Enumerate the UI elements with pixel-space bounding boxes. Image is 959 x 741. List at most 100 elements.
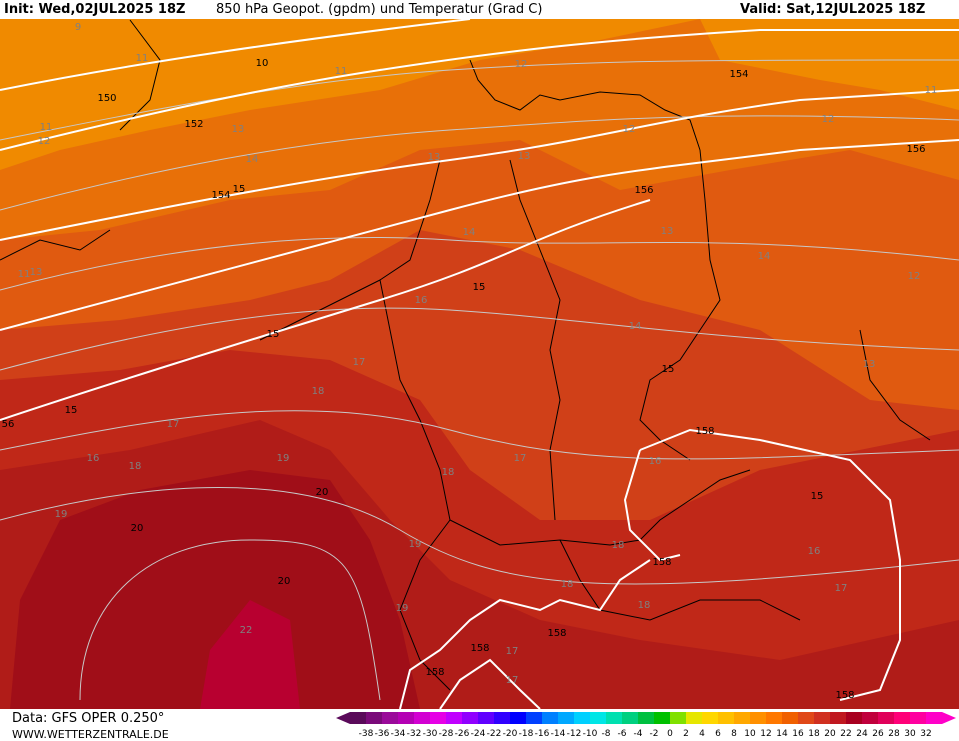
legend-swatch	[398, 712, 414, 724]
legend-tick-label: 2	[683, 729, 689, 739]
legend-swatch	[382, 712, 398, 724]
temperature-label: 12	[38, 136, 51, 147]
legend-tick-label: 4	[699, 729, 705, 739]
legend-swatch	[894, 712, 910, 724]
legend-swatch	[686, 712, 702, 724]
legend-tick-label: -32	[407, 729, 422, 739]
legend-tick-label: 26	[872, 729, 884, 739]
temperature-label: 12	[515, 59, 528, 70]
temperature-label: 13	[30, 267, 43, 278]
geopotential-isolines	[0, 19, 959, 709]
legend-tick-label: -10	[583, 729, 598, 739]
temperature-isolines	[0, 59, 959, 701]
geopotential-label: 156	[906, 144, 925, 155]
temperature-label: 17	[167, 419, 180, 430]
temperature-label: 19	[409, 539, 422, 550]
temperature-label: 20	[131, 523, 144, 534]
legend-swatch	[430, 712, 446, 724]
legend-tick-label: -28	[439, 729, 454, 739]
legend-tick-label: 14	[776, 729, 788, 739]
legend-swatch	[814, 712, 830, 724]
temperature-label: 14	[758, 251, 771, 262]
geopotential-label-group: 150 152 154 154 156 156 158 158 158 158 …	[2, 69, 926, 701]
legend-swatch	[350, 712, 366, 724]
legend-tick-label: -16	[535, 729, 550, 739]
legend-tick-label: 12	[760, 729, 771, 739]
legend-swatch	[526, 712, 542, 724]
temperature-label: 14	[463, 227, 476, 238]
legend-tick-label: 8	[731, 729, 737, 739]
temperature-label: 17	[506, 646, 519, 657]
legend-swatch	[606, 712, 622, 724]
temperature-label: 13	[518, 151, 531, 162]
temperature-label: 15	[811, 491, 824, 502]
legend-swatch	[414, 712, 430, 724]
color-scale-legend: -38 -36 -34 -32 -30 -28 -26 -24 -22 -20 -18 -16 -14-…	[336, 712, 956, 739]
geopotential-label: 158	[652, 557, 671, 568]
legend-swatch	[638, 712, 654, 724]
temperature-label: 18	[638, 600, 651, 611]
temperature-label: 11	[335, 66, 348, 77]
legend-swatch	[574, 712, 590, 724]
valid-time: Valid: Sat,12JUL2025 18Z	[740, 2, 926, 17]
legend-swatch	[366, 712, 382, 724]
temperature-label: 13	[661, 226, 674, 237]
legend-swatch	[718, 712, 734, 724]
legend-tick-label: -20	[503, 729, 518, 739]
temperature-label: 19	[55, 509, 68, 520]
temperature-label: 16	[87, 453, 100, 464]
legend-tick-label: -18	[519, 729, 534, 739]
legend-tick-label: 32	[920, 729, 931, 739]
temperature-label: 20	[316, 487, 329, 498]
temperature-fill	[0, 19, 959, 709]
legend-tick-label: -22	[487, 729, 502, 739]
temperature-label: 12	[623, 124, 636, 135]
temperature-label-group: 9 11 10 11 12 11 12 13 13 13 12 12 12 14…	[18, 22, 938, 686]
geopotential-label: 158	[695, 426, 714, 437]
legend-swatch	[478, 712, 494, 724]
legend-tick-label: -24	[471, 729, 486, 739]
temperature-label: 15	[473, 282, 486, 293]
legend-swatch	[590, 712, 606, 724]
legend-tick-label: -6	[618, 729, 627, 739]
legend-tick-label: 24	[856, 729, 868, 739]
temperature-label: 11	[925, 85, 938, 96]
temperature-label: 17	[506, 675, 519, 686]
legend-swatch	[494, 712, 510, 724]
temperature-label: 19	[396, 603, 409, 614]
legend-tick-label: 30	[904, 729, 916, 739]
legend-tick-label: -2	[650, 729, 659, 739]
temperature-label: 15	[233, 184, 246, 195]
geopotential-label: 152	[184, 119, 203, 130]
temperature-label: 11	[40, 122, 53, 133]
temperature-map: 9 11 10 11 12 11 12 13 13 13 12 12 12 14…	[0, 19, 959, 709]
legend-swatch	[878, 712, 894, 724]
geopotential-label: 154	[729, 69, 748, 80]
legend-tick-label: 28	[888, 729, 900, 739]
legend-swatch	[846, 712, 862, 724]
temperature-label: 13	[863, 359, 876, 370]
geopotential-label: 158	[470, 643, 489, 654]
temperature-label: 20	[278, 576, 291, 587]
legend-max-arrow	[942, 712, 956, 724]
borders	[0, 19, 931, 691]
temperature-label: 14	[629, 321, 642, 332]
legend-swatch	[782, 712, 798, 724]
legend-swatch	[462, 712, 478, 724]
legend-swatch	[734, 712, 750, 724]
geopotential-label: 158	[835, 690, 854, 701]
temperature-label: 13	[232, 124, 245, 135]
legend-swatch	[670, 712, 686, 724]
geopotential-label: 56	[2, 419, 15, 430]
geopotential-label: 158	[547, 628, 566, 639]
temperature-label: 19	[277, 453, 290, 464]
legend-tick-label: 18	[808, 729, 820, 739]
legend-tick-label: 6	[715, 729, 721, 739]
temperature-label: 15	[65, 405, 78, 416]
legend-tick-label: -14	[551, 729, 566, 739]
temperature-label: 18	[561, 579, 574, 590]
temperature-label: 16	[415, 295, 428, 306]
temperature-label: 16	[808, 546, 821, 557]
legend-tick-label: -30	[423, 729, 438, 739]
